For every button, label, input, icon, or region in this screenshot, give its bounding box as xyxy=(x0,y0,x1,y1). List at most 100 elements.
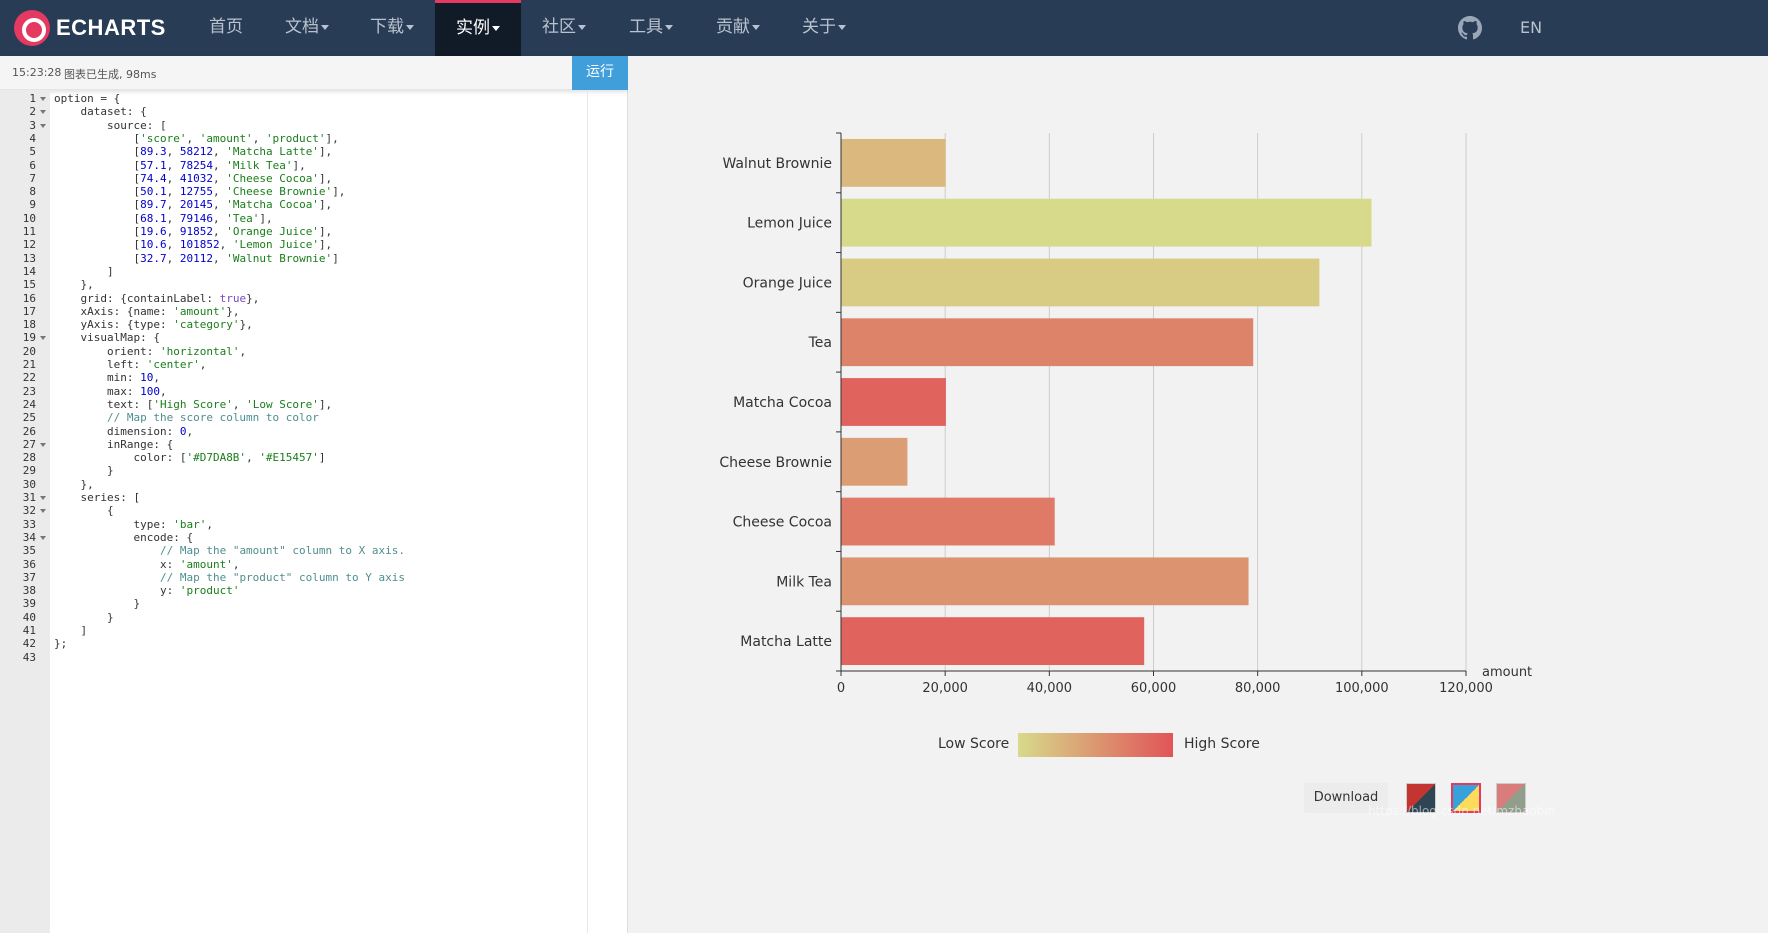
line-number: 13 xyxy=(22,251,36,265)
bar xyxy=(841,138,946,187)
line-number: 35 xyxy=(22,544,36,558)
fold-arrow-icon[interactable] xyxy=(40,336,46,341)
bar xyxy=(841,557,1249,606)
line-number: 23 xyxy=(22,384,36,398)
line-number: 28 xyxy=(22,451,36,465)
fold-arrow-icon[interactable] xyxy=(40,442,46,447)
code-line: }, xyxy=(54,278,94,292)
code-line: // Map the "product" column to Y axis xyxy=(159,570,406,584)
nav-item-2[interactable]: 下载 xyxy=(367,0,417,56)
line-number: 21 xyxy=(22,358,36,371)
y-tick-label: Cheese Brownie xyxy=(719,455,832,471)
caret-down-icon xyxy=(406,24,414,30)
code-line: [89.3, 58212, 'Matcha Latte'], xyxy=(54,145,333,159)
x-tick-label: 120,000 xyxy=(1439,681,1493,696)
line-number: 2 xyxy=(29,105,36,119)
line-number: 9 xyxy=(29,198,36,212)
code-line: left: 'center', xyxy=(54,358,207,371)
nav-item-5[interactable]: 工具 xyxy=(625,0,677,56)
line-number: 37 xyxy=(22,570,36,584)
code-line: x: 'amount', xyxy=(54,557,240,571)
code-line: [74.4, 41032, 'Cheese Cocoa'], xyxy=(54,171,333,185)
line-number: 20 xyxy=(22,344,36,358)
fold-arrow-icon[interactable] xyxy=(40,110,46,115)
code-line: ] xyxy=(54,264,114,278)
code-line: } xyxy=(54,597,141,611)
fold-arrow-icon[interactable] xyxy=(40,496,46,500)
y-tick-label: Milk Tea xyxy=(776,574,832,590)
line-number: 22 xyxy=(22,371,36,385)
print-margin xyxy=(587,90,588,933)
caret-down-icon xyxy=(321,24,329,30)
y-tick-label: Orange Juice xyxy=(743,275,832,291)
run-button[interactable]: 运行 xyxy=(572,56,628,90)
nav-item-label: 实例 xyxy=(456,18,490,38)
fold-arrow-icon[interactable] xyxy=(40,535,46,540)
nav-item-4[interactable]: 社区 xyxy=(538,0,590,56)
code-line: text: ['High Score', 'Low Score'], xyxy=(54,397,333,411)
code-editor[interactable]: 1 option = {2 dataset: {3 source: [4 ['sc… xyxy=(0,90,628,933)
line-number: 26 xyxy=(22,424,36,438)
x-tick-label: 60,000 xyxy=(1131,681,1177,696)
nav-item-label: 贡献 xyxy=(716,17,750,37)
code-line: }; xyxy=(54,637,68,651)
echarts-logo[interactable]: ECHARTS xyxy=(14,9,166,47)
line-number: 39 xyxy=(22,597,36,611)
code-line: y: 'product' xyxy=(54,584,240,598)
line-number: 19 xyxy=(22,331,36,345)
visual-map[interactable]: Low Score High Score xyxy=(938,733,1278,757)
code-line: { xyxy=(54,504,114,518)
caret-down-icon xyxy=(752,24,760,30)
caret-down-icon xyxy=(838,24,846,30)
visual-map-gradient[interactable] xyxy=(1018,733,1173,757)
line-number: 33 xyxy=(22,517,36,531)
line-number: 36 xyxy=(22,557,36,571)
nav-item-label: 关于 xyxy=(802,17,836,37)
line-number: 5 xyxy=(29,145,36,159)
language-switch[interactable]: EN xyxy=(1520,18,1543,37)
line-number: 40 xyxy=(22,610,36,624)
code-line: ['score', 'amount', 'product'], xyxy=(54,131,339,145)
code-line: grid: {containLabel: true}, xyxy=(54,291,260,305)
line-number: 17 xyxy=(22,304,36,318)
line-number: 42 xyxy=(22,637,36,651)
line-number: 25 xyxy=(22,411,36,425)
line-number: 18 xyxy=(22,318,36,332)
line-number: 30 xyxy=(22,477,36,491)
x-axis-name: amount xyxy=(1482,665,1532,680)
bar xyxy=(841,198,1372,247)
code-line: min: 10, xyxy=(54,371,160,385)
line-number: 31 xyxy=(22,491,36,504)
line-number: 34 xyxy=(22,530,36,544)
code-line: color: ['#D7DA8B', '#E15457'] xyxy=(54,451,326,465)
y-tick-label: Matcha Latte xyxy=(740,634,832,650)
bar xyxy=(841,258,1320,307)
github-icon[interactable] xyxy=(1458,16,1482,40)
line-number: 8 xyxy=(29,185,36,199)
nav-item-6[interactable]: 贡献 xyxy=(712,0,764,56)
line-number: 7 xyxy=(29,171,36,185)
code-line: option = { xyxy=(54,92,121,105)
y-tick-label: Tea xyxy=(808,335,832,351)
download-button[interactable]: Download xyxy=(1304,783,1388,813)
fold-arrow-icon[interactable] xyxy=(40,123,46,128)
x-tick-label: 80,000 xyxy=(1235,681,1281,696)
nav-item-0[interactable]: 首页 xyxy=(204,0,248,56)
logo-icon xyxy=(14,10,50,46)
fold-arrow-icon[interactable] xyxy=(40,97,46,101)
bar xyxy=(841,318,1254,367)
fold-arrow-icon[interactable] xyxy=(40,509,46,514)
code-line: visualMap: { xyxy=(54,331,160,345)
bar xyxy=(841,617,1145,666)
nav-item-1[interactable]: 文档 xyxy=(282,0,332,56)
visual-map-low-label: Low Score xyxy=(938,736,1010,752)
code-line: ] xyxy=(54,624,88,637)
nav-item-7[interactable]: 关于 xyxy=(798,0,850,56)
nav-item-3[interactable]: 实例 xyxy=(435,0,521,56)
dark-theme-swatch[interactable] xyxy=(1406,783,1436,813)
line-number: 27 xyxy=(22,437,36,451)
light-theme-swatch[interactable] xyxy=(1451,783,1481,813)
code-line: [19.6, 91852, 'Orange Juice'], xyxy=(54,225,333,238)
visual-map-high-label: High Score xyxy=(1184,736,1260,752)
vintage-theme-swatch[interactable] xyxy=(1496,783,1526,813)
